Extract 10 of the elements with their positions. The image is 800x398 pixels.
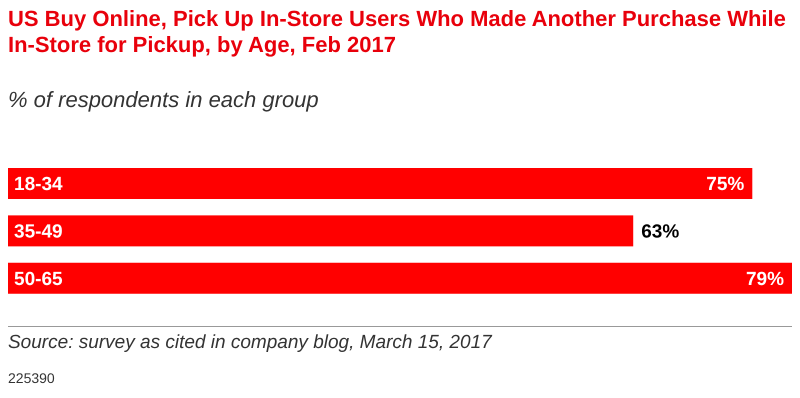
chart-subtitle: % of respondents in each group [8,87,319,113]
y-tick-label: 18-34 [14,174,64,196]
data-label: 75% [706,174,744,196]
y-tick-label: 50-65 [14,268,64,290]
source-note: Source: survey as cited in company blog, March 15, 2017 [8,332,492,354]
y-tick-label: 35-49 [14,222,63,243]
data-label: 79% [746,268,784,290]
text: 225390 [8,370,55,386]
data-label: 63% [641,222,680,243]
chart-title: US Buy Online, Pick Up In-Store Users Who Made Another Purchase While In-Store for Pickup, by Age, Feb 2017 [8,6,787,58]
